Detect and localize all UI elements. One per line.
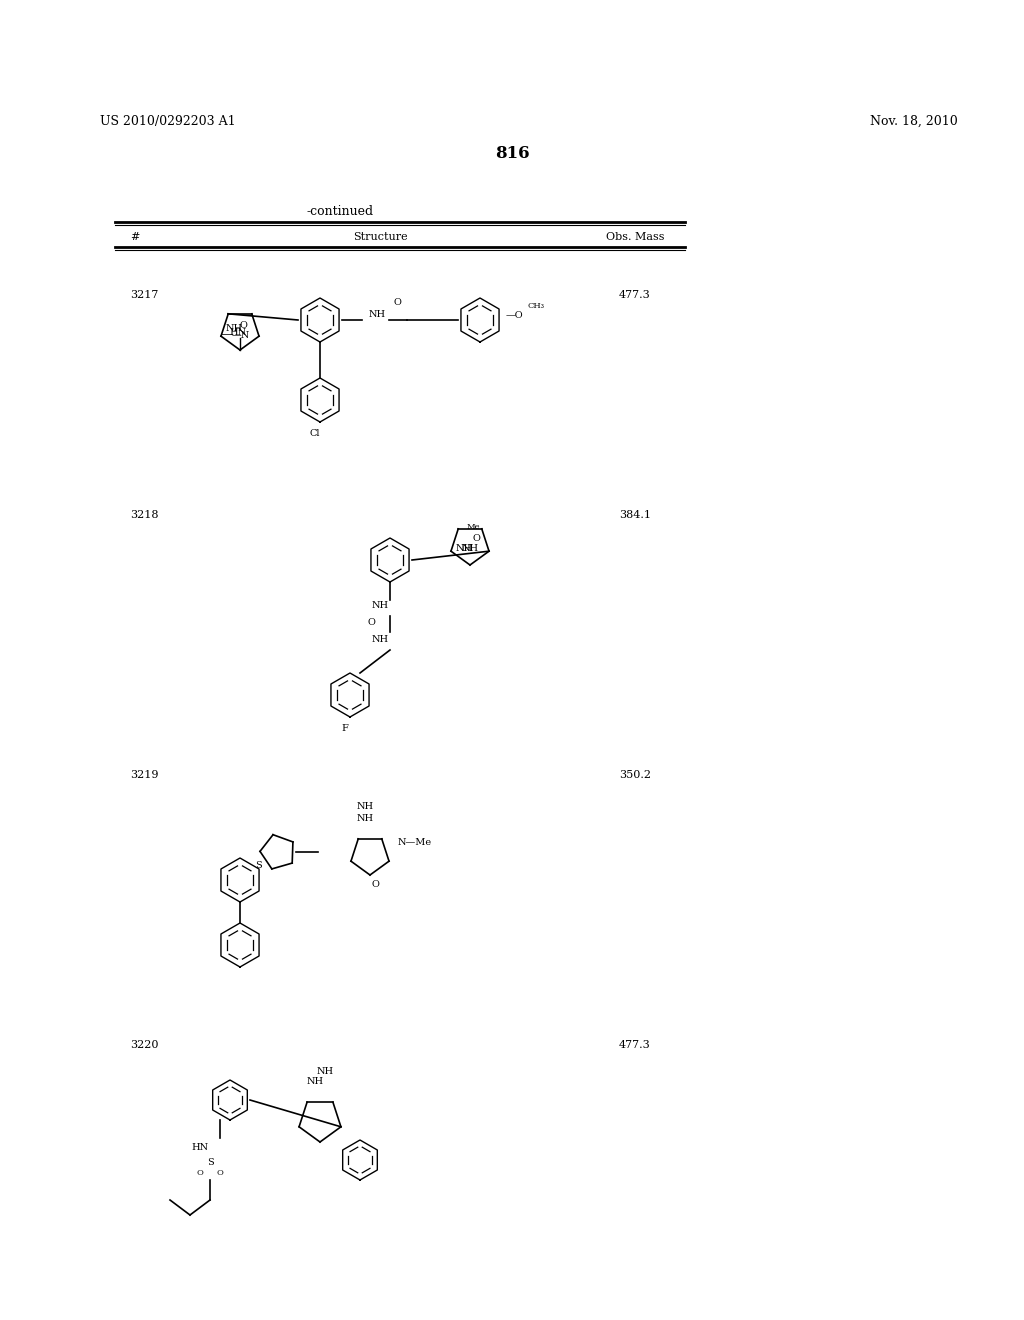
Text: —O: —O [506, 312, 523, 319]
Text: NH: NH [356, 803, 374, 810]
Text: S: S [255, 861, 261, 870]
Text: O: O [197, 1170, 204, 1177]
Text: CH₃: CH₃ [527, 302, 544, 310]
Text: N—Me: N—Me [398, 838, 432, 847]
Text: NH: NH [462, 544, 478, 553]
Text: 350.2: 350.2 [618, 770, 651, 780]
Text: 3217: 3217 [130, 290, 159, 300]
Text: —: — [221, 329, 233, 341]
Text: NH: NH [456, 544, 473, 553]
Text: 477.3: 477.3 [620, 1040, 651, 1049]
Text: F: F [342, 723, 348, 733]
Text: 816: 816 [495, 145, 529, 162]
Text: 384.1: 384.1 [618, 510, 651, 520]
Text: S: S [207, 1158, 213, 1167]
Text: -continued: -continued [306, 205, 374, 218]
Text: NH: NH [356, 814, 374, 822]
Text: #: # [130, 232, 139, 242]
Text: —N: —N [231, 331, 250, 341]
Text: O: O [473, 533, 480, 543]
Text: NH: NH [226, 325, 243, 333]
Text: NH: NH [316, 1067, 334, 1076]
Text: 3220: 3220 [130, 1040, 159, 1049]
Text: O: O [368, 618, 375, 627]
Text: Obs. Mass: Obs. Mass [606, 232, 665, 242]
Text: O: O [216, 1170, 223, 1177]
Text: US 2010/0292203 A1: US 2010/0292203 A1 [100, 115, 236, 128]
Text: 3218: 3218 [130, 510, 159, 520]
Text: NH: NH [372, 601, 388, 610]
Text: NH: NH [306, 1077, 324, 1086]
Text: NH: NH [372, 635, 388, 644]
Text: O: O [393, 298, 401, 308]
Text: O: O [371, 880, 379, 888]
Text: Nov. 18, 2010: Nov. 18, 2010 [870, 115, 957, 128]
Text: Cl: Cl [309, 429, 321, 438]
Text: HN: HN [229, 327, 247, 337]
Text: NH: NH [369, 310, 386, 319]
Text: 477.3: 477.3 [620, 290, 651, 300]
Text: 3219: 3219 [130, 770, 159, 780]
Text: Structure: Structure [352, 232, 408, 242]
Text: O: O [240, 321, 248, 330]
Text: HN: HN [191, 1143, 209, 1152]
Text: Me: Me [466, 523, 480, 531]
